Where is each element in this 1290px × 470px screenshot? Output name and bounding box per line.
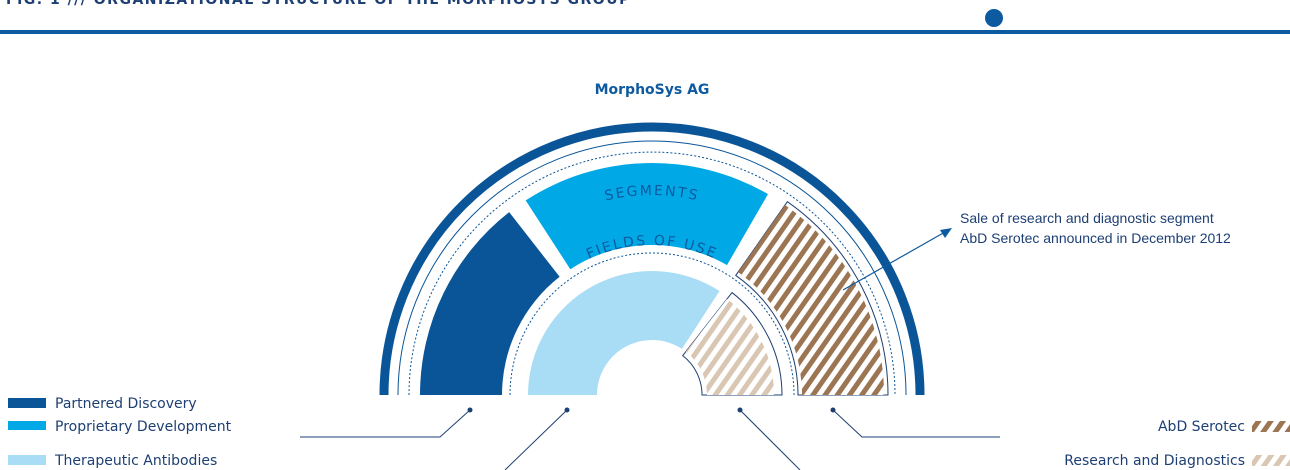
research-border [682, 291, 783, 396]
diagram-title: MorphoSys AG [595, 82, 710, 98]
legend-label: Therapeutic Antibodies [54, 453, 217, 469]
annotation-line: Sale of research and diagnostic segment [960, 210, 1214, 226]
outer-ring [379, 122, 925, 396]
rings [379, 122, 925, 396]
arrow-head [940, 228, 952, 238]
serotec-border [735, 200, 889, 396]
legend-label: Proprietary Development [55, 419, 232, 435]
logo-icon [985, 9, 1003, 27]
header-title: FIG. 1 /// ORGANIZATIONAL STRUCTURE OF T… [6, 0, 631, 8]
swatch-therapeutic [8, 455, 46, 465]
annotation-line: AbD Serotec announced in December 2012 [960, 230, 1231, 246]
thin-ring [397, 140, 907, 396]
research-diagnostics [685, 298, 774, 395]
swatch-partnered [8, 398, 46, 408]
segments-label: SEGMENTS [603, 183, 701, 204]
legend-label: AbD Serotec [1158, 419, 1245, 435]
partnered-discovery [420, 212, 560, 395]
abd-serotec [738, 204, 884, 395]
legend-label: Partnered Discovery [55, 396, 197, 412]
dashed-ring [408, 151, 896, 396]
segments-label-text: SEGMENTS [603, 183, 699, 204]
swatch-research [1252, 455, 1290, 466]
annotation-arrow [842, 231, 946, 291]
swatch-serotec [1252, 421, 1290, 432]
swatch-proprietary [8, 421, 46, 431]
legend-label: Research and Diagnostics [1064, 453, 1245, 469]
therapeutic-antibodies [528, 271, 720, 395]
proprietary-development [525, 163, 768, 270]
